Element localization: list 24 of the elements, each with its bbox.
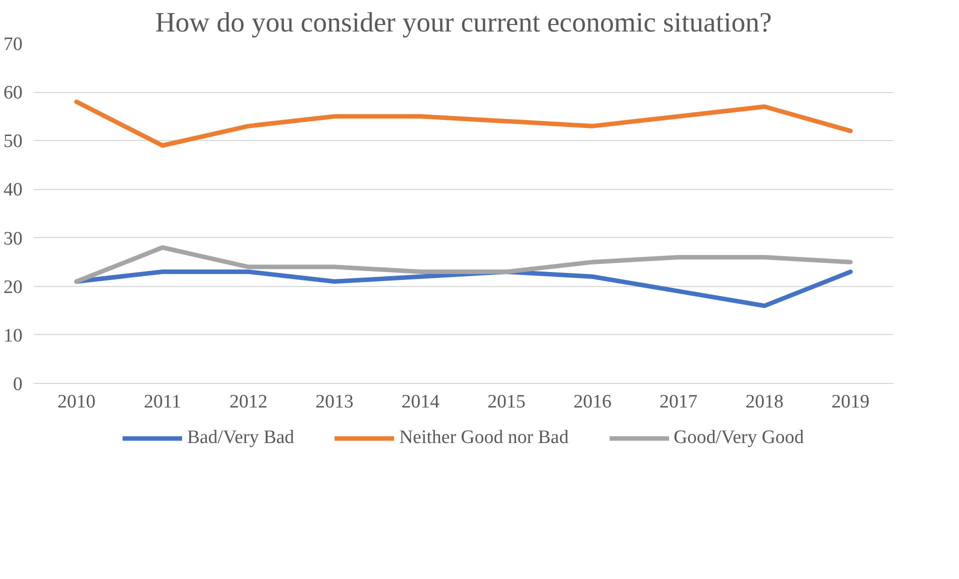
line-series bbox=[74, 100, 853, 148]
x-tick-label: 2016 bbox=[574, 392, 612, 412]
x-tick-label: 2018 bbox=[746, 392, 784, 412]
y-tick-label: 60 bbox=[4, 82, 22, 104]
x-tick-label: 2015 bbox=[488, 392, 526, 412]
y-tick-label: 20 bbox=[4, 276, 22, 298]
y-tick-label: 30 bbox=[4, 228, 22, 250]
x-tick-label: 2011 bbox=[144, 392, 182, 412]
x-tick-label: 2013 bbox=[316, 392, 354, 412]
x-tick-label: 2010 bbox=[58, 392, 96, 412]
x-tick-label: 2012 bbox=[230, 392, 268, 412]
y-tick-label: 40 bbox=[4, 180, 22, 201]
x-tick-label: 2014 bbox=[402, 392, 440, 412]
y-tick-label: 50 bbox=[4, 131, 22, 152]
x-tick-label: 2019 bbox=[832, 392, 870, 412]
legend-label: Bad/Very Bad bbox=[187, 426, 294, 448]
y-tick-label: 0 bbox=[13, 374, 22, 395]
line-series bbox=[74, 245, 853, 284]
chart-title: How do you consider your current economic situation? bbox=[155, 8, 772, 38]
legend-label: Good/Very Good bbox=[674, 426, 804, 448]
x-tick-label: 2017 bbox=[660, 392, 698, 412]
y-tick-label: 70 bbox=[4, 34, 22, 55]
legend-label: Neither Good nor Bad bbox=[399, 426, 569, 448]
y-tick-label: 10 bbox=[4, 325, 22, 346]
